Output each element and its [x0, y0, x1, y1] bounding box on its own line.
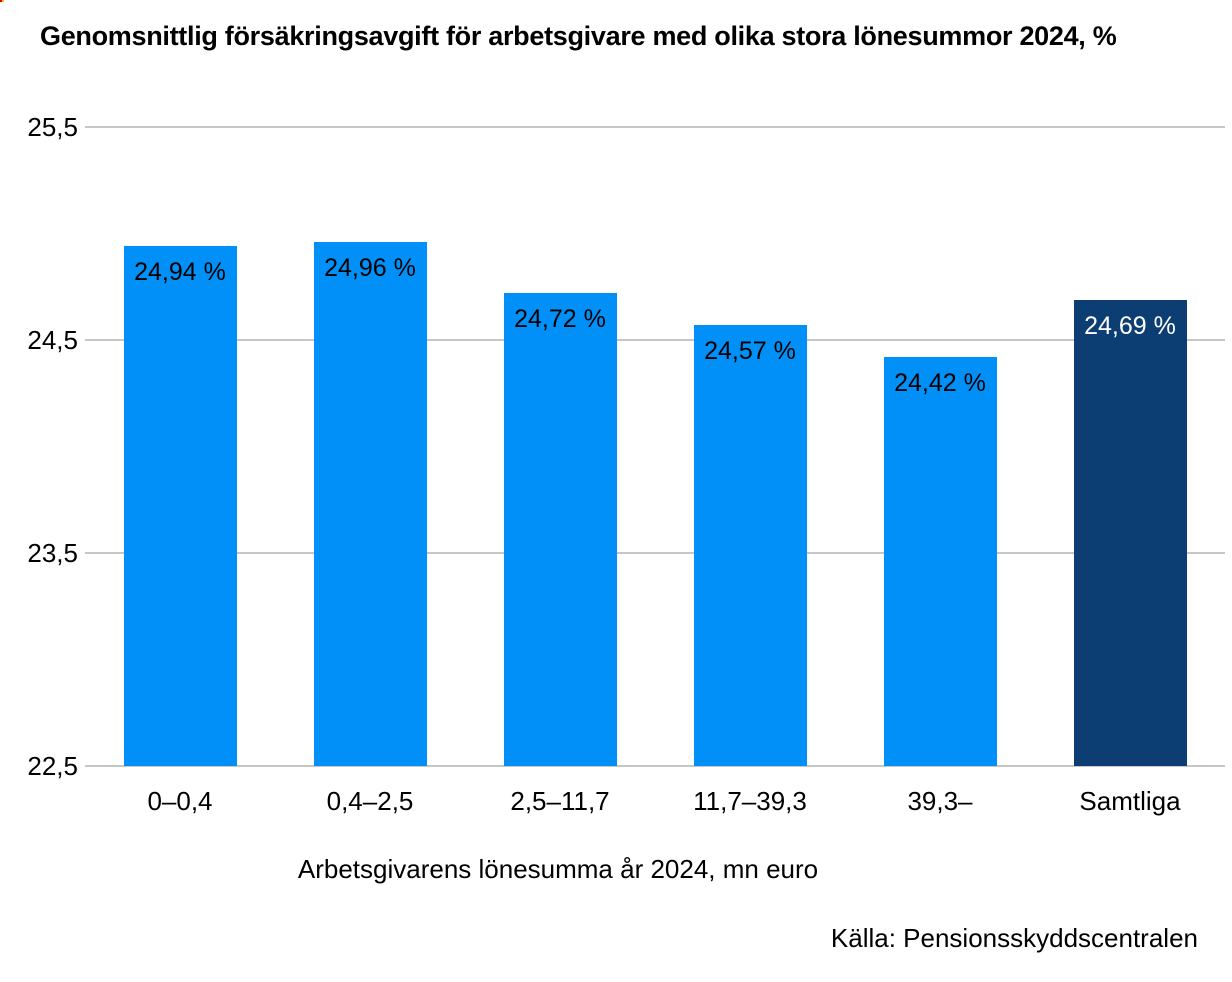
x-category-label: 11,7–39,3 [693, 786, 807, 816]
bar-value-label: 24,96 % [324, 254, 416, 283]
chart-title: Genomsnittlig försäkringsavgift för arbe… [40, 21, 1117, 51]
x-category-label: 2,5–11,7 [510, 786, 610, 816]
corner-artifact-mark [0, 0, 4, 2]
bar: 24,72 % [503, 293, 617, 766]
bar: 24,96 % [313, 242, 427, 766]
bar-value-label: 24,42 % [894, 369, 986, 398]
x-category-label: 39,3– [907, 786, 973, 816]
bar-value-label: 24,69 % [1084, 311, 1176, 340]
bar-value-label: 24,72 % [514, 305, 606, 334]
bar: 24,94 % [123, 246, 237, 766]
gridline [85, 552, 1225, 554]
x-axis-title: Arbetsgivarens lönesumma år 2024, mn eur… [297, 854, 819, 884]
gridline [85, 126, 1225, 128]
x-category-label: Samtliga [1079, 786, 1181, 816]
bar-highlight: 24,69 % [1073, 299, 1187, 766]
bar-value-label: 24,94 % [134, 258, 226, 287]
bar: 24,42 % [883, 357, 997, 766]
y-tick-label: 22,5 [27, 751, 78, 781]
source-note: Källa: Pensionsskyddscentralen [830, 923, 1198, 953]
bar-value-label: 24,57 % [704, 337, 796, 366]
plot-area: 24,94 % 24,96 % 24,72 % 24,57 % 24,42 % 24,69… [85, 126, 1225, 767]
gridline [85, 765, 1225, 767]
y-tick-label: 24,5 [27, 325, 78, 355]
x-category-label: 0,4–2,5 [326, 786, 414, 816]
x-category-label: 0–0,4 [147, 786, 213, 816]
gridline [85, 339, 1225, 341]
y-tick-label: 23,5 [27, 538, 78, 568]
y-tick-label: 25,5 [27, 112, 78, 142]
bar: 24,57 % [693, 325, 807, 766]
